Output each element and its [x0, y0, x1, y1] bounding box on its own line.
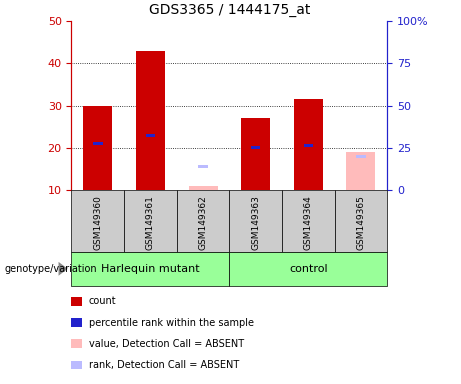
Bar [356, 155, 366, 158]
Bar [294, 99, 323, 190]
Title: GDS3365 / 1444175_at: GDS3365 / 1444175_at [148, 3, 310, 17]
Bar [177, 190, 229, 252]
Bar [146, 134, 155, 137]
Bar [71, 252, 229, 286]
Text: GSM149364: GSM149364 [304, 195, 313, 250]
Bar [93, 142, 102, 145]
Text: GSM149363: GSM149363 [251, 195, 260, 250]
Text: GSM149360: GSM149360 [93, 195, 102, 250]
Text: control: control [289, 264, 328, 274]
Text: GSM149362: GSM149362 [199, 195, 207, 250]
Bar [282, 190, 335, 252]
Text: percentile rank within the sample: percentile rank within the sample [89, 318, 254, 328]
Bar [71, 190, 124, 252]
Bar [241, 118, 270, 190]
Bar [335, 190, 387, 252]
Bar [189, 186, 218, 190]
Bar [347, 152, 375, 190]
Bar [83, 106, 112, 190]
Text: GSM149365: GSM149365 [356, 195, 366, 250]
Bar [229, 190, 282, 252]
Text: value, Detection Call = ABSENT: value, Detection Call = ABSENT [89, 339, 243, 349]
Bar [136, 51, 165, 190]
Text: count: count [89, 296, 116, 306]
Bar [303, 144, 313, 147]
Bar [251, 146, 260, 149]
Polygon shape [59, 262, 68, 276]
Text: rank, Detection Call = ABSENT: rank, Detection Call = ABSENT [89, 360, 239, 370]
Text: Harlequin mutant: Harlequin mutant [101, 264, 200, 274]
Bar [198, 166, 208, 168]
Text: GSM149361: GSM149361 [146, 195, 155, 250]
Bar [229, 252, 387, 286]
Text: genotype/variation: genotype/variation [5, 264, 97, 274]
Bar [124, 190, 177, 252]
